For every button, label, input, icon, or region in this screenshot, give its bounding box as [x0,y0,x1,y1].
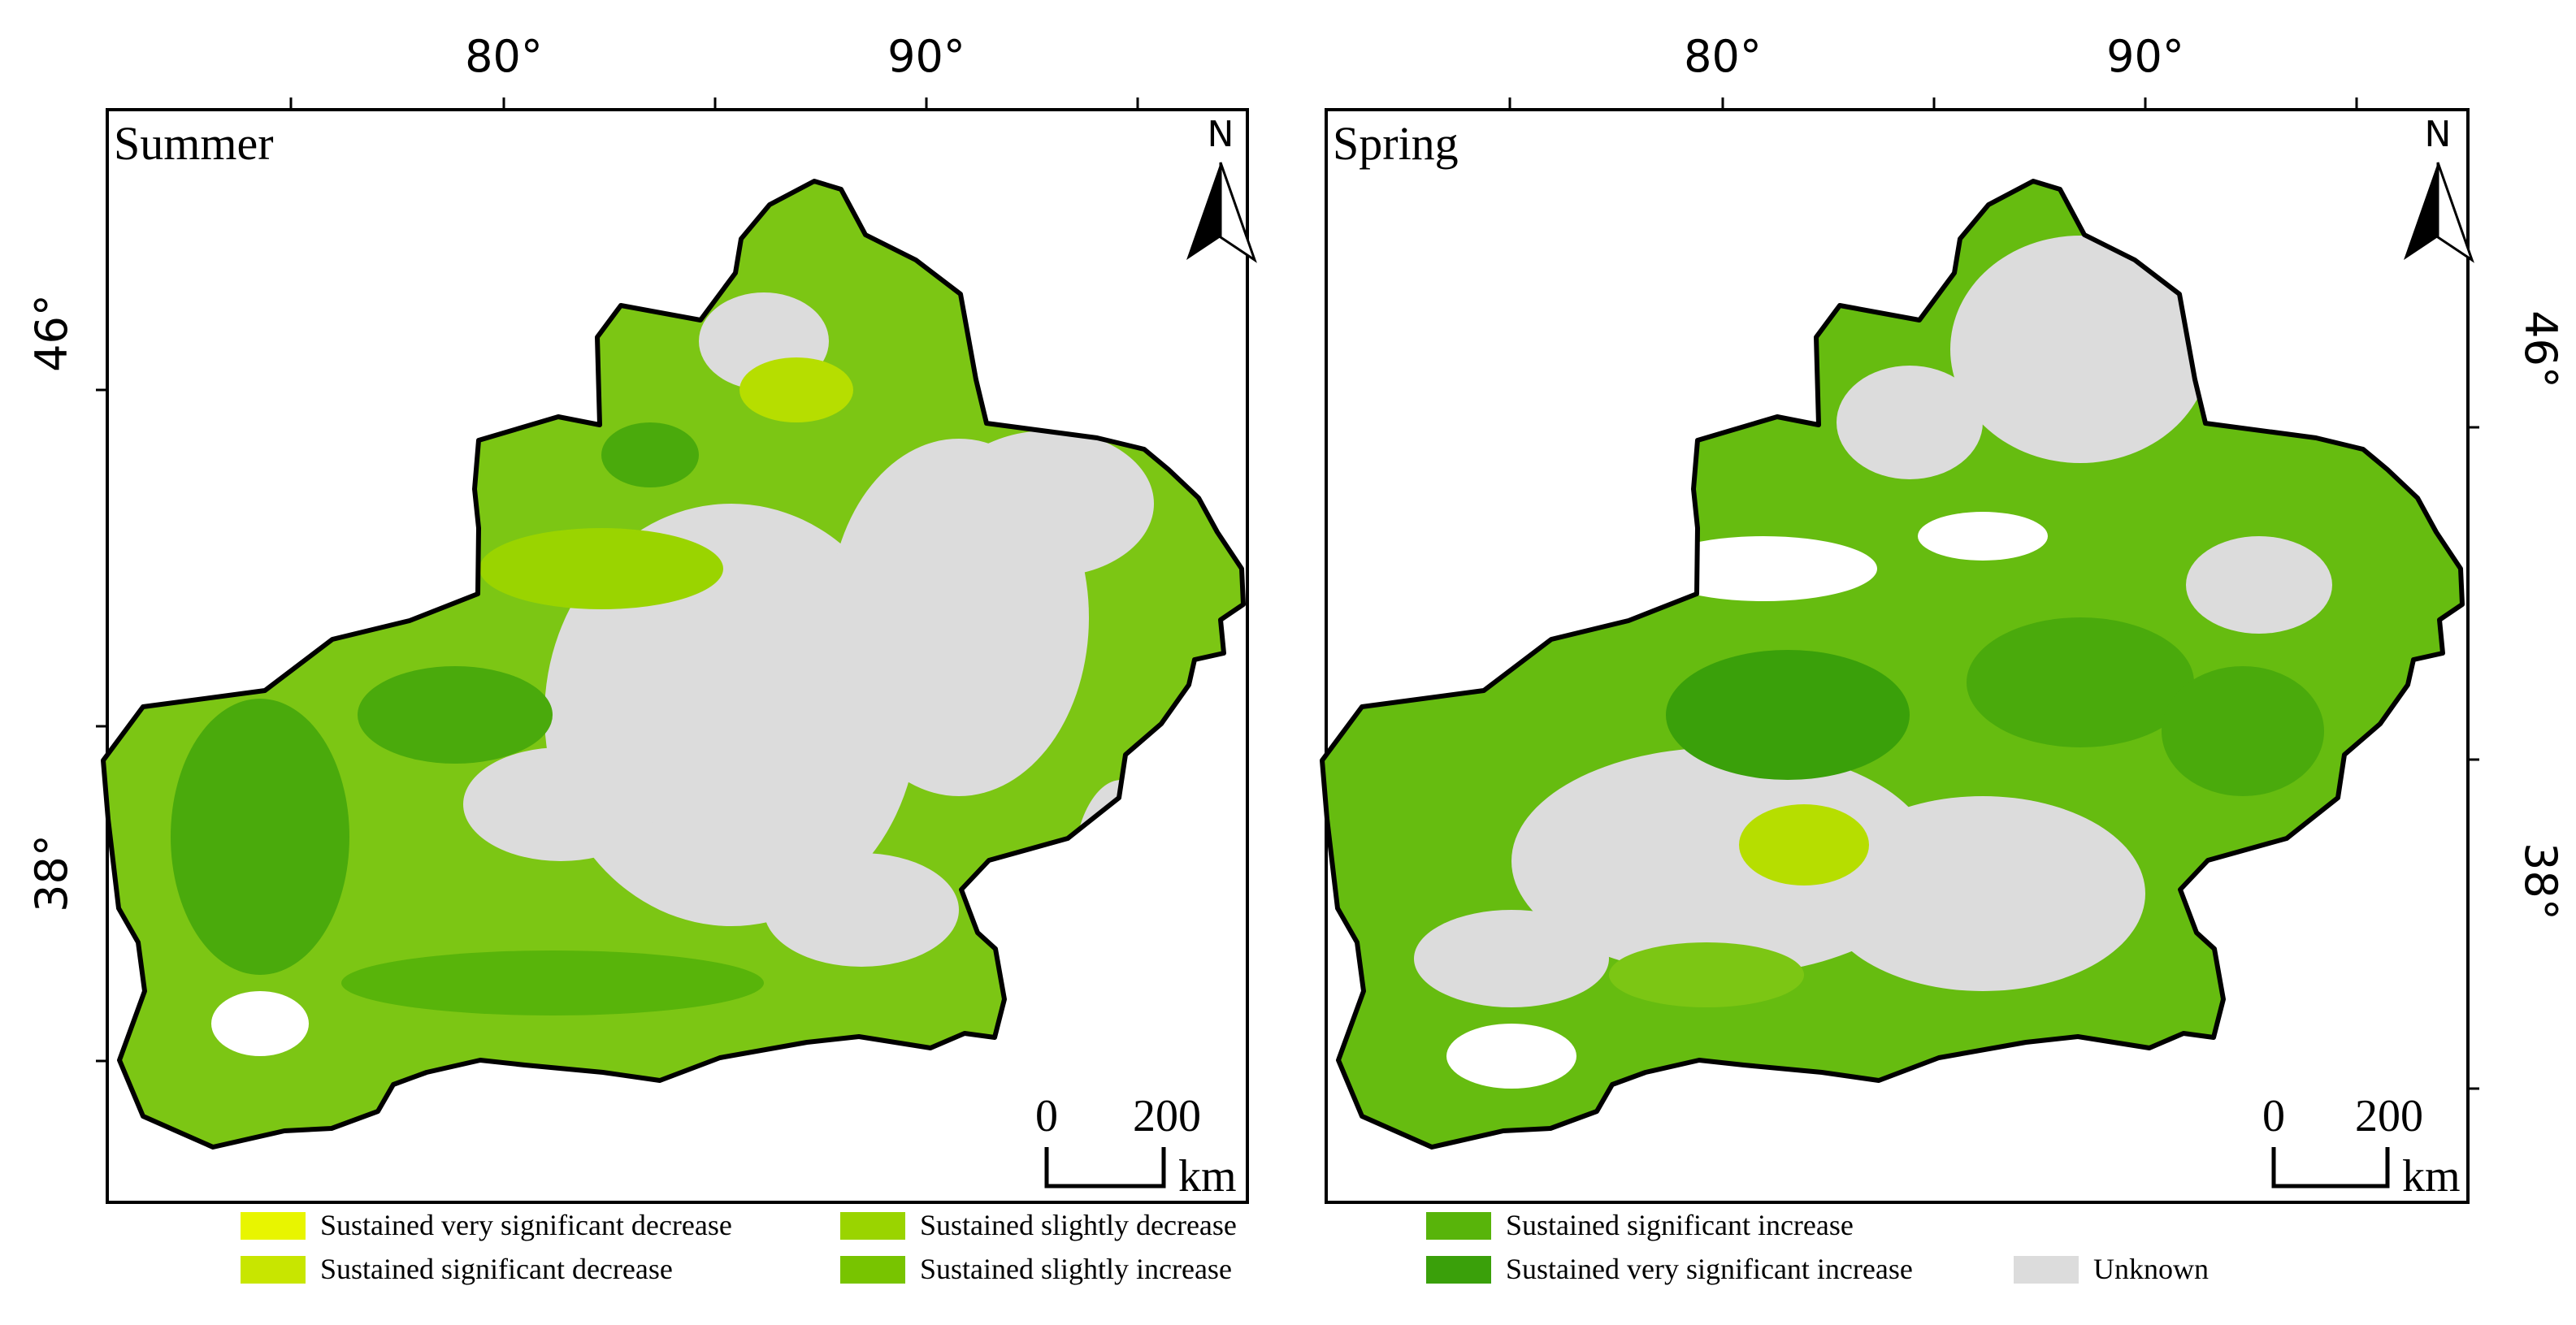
north-arrow-icon: N [1186,114,1257,263]
legend-item: Sustained very significant increase [1426,1253,1913,1285]
svg-text:N: N [2425,114,2452,155]
lon-label-80: 80° [1684,31,1762,82]
legend-item: Sustained significant increase [1426,1209,1854,1241]
lat-label-46: 46° [2515,310,2566,388]
svg-text:Sustained very significant dec: Sustained very significant decrease [320,1209,732,1241]
legend-item: Sustained slightly decrease [840,1209,1237,1241]
svg-text:Unknown: Unknown [2093,1253,2209,1285]
svg-text:200: 200 [1133,1091,1201,1141]
svg-text:Sustained very significant inc: Sustained very significant increase [1506,1253,1913,1285]
legend-item: Sustained very significant decrease [241,1209,732,1241]
region-map [103,181,1243,1147]
lon-label-90: 90° [887,31,965,82]
svg-text:km: km [2402,1151,2461,1202]
scale-bar: 0 200 km [2262,1091,2461,1202]
svg-text:Sustained slightly decrease: Sustained slightly decrease [920,1209,1237,1241]
region-map [1322,181,2462,1147]
panel-title: Summer [114,117,274,170]
svg-text:km: km [1178,1151,1237,1202]
legend-item: Sustained significant decrease [241,1253,673,1285]
tick-marks [1508,97,2479,1090]
svg-text:Sustained significant decrease: Sustained significant decrease [320,1253,673,1285]
legend: Sustained very significant decrease Sust… [241,1209,2209,1285]
panel-title: Spring [1333,117,1459,170]
map-panel-spring: 80° 90° 46° 38° Sp [1322,31,2566,1204]
svg-text:0: 0 [2262,1091,2285,1141]
legend-item: Unknown [2014,1253,2209,1285]
scale-bar: 0 200 km [1035,1091,1237,1202]
lat-label-46: 46° [26,294,77,372]
lat-label-38: 38° [26,834,77,912]
lon-label-80: 80° [465,31,543,82]
lon-label-90: 90° [2106,31,2184,82]
lat-label-38: 38° [2515,842,2566,920]
tick-marks [96,97,1139,1063]
svg-text:N: N [1208,114,1234,155]
legend-item: Sustained slightly increase [840,1253,1232,1285]
svg-text:200: 200 [2355,1091,2423,1141]
svg-text:Sustained slightly increase: Sustained slightly increase [920,1253,1232,1285]
map-panel-summer: 80° 90° 46° 38° [26,31,1257,1204]
svg-text:Sustained significant increase: Sustained significant increase [1506,1209,1854,1241]
svg-text:0: 0 [1035,1091,1058,1141]
north-arrow-icon: N [2404,114,2474,263]
